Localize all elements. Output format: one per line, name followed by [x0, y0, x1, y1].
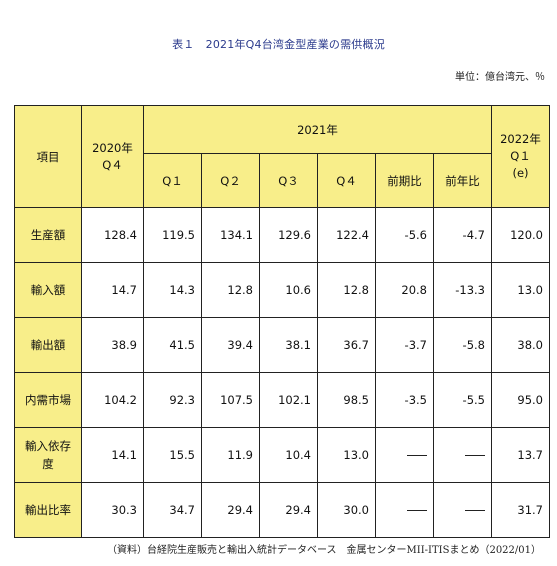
table-cell: 104.2: [81, 372, 144, 428]
header-col-1: Q２: [201, 153, 260, 208]
table-cell: 92.3: [143, 372, 202, 428]
table-cell: 12.8: [201, 262, 260, 318]
table-cell: 14.7: [81, 262, 144, 318]
table-cell: [433, 427, 492, 483]
table-cell: 31.7: [491, 482, 550, 538]
table-cell: 38.1: [259, 317, 318, 373]
table-cell: 38.0: [491, 317, 550, 373]
table-cell: 29.4: [259, 482, 318, 538]
row-label: 内需市場: [14, 372, 82, 428]
table-cell: 95.0: [491, 372, 550, 428]
table-cell: 39.4: [201, 317, 260, 373]
header-col-3: Q４: [317, 153, 376, 208]
table-cell: 30.0: [317, 482, 376, 538]
table-cell: 102.1: [259, 372, 318, 428]
table-cell: 30.3: [81, 482, 144, 538]
row-label: 輸入額: [14, 262, 82, 318]
table-title: 表１ 2021年Q4台湾金型産業の需供概況: [172, 38, 385, 51]
dash-mark: [407, 510, 427, 511]
table-cell: -5.6: [375, 207, 434, 263]
header-col-4: 前期比: [375, 153, 434, 208]
table-cell: [375, 427, 434, 483]
header-col-0: Q１: [143, 153, 202, 208]
table-cell: 129.6: [259, 207, 318, 263]
dash-mark: [465, 510, 485, 511]
table-cell: -5.8: [433, 317, 492, 373]
table-cell: 36.7: [317, 317, 376, 373]
row-label: 輸入依存度: [14, 427, 82, 483]
table-cell: 14.3: [143, 262, 202, 318]
table-cell: 119.5: [143, 207, 202, 263]
table-cell: -3.7: [375, 317, 434, 373]
table-row: 生産額 128.4 119.5 134.1 129.6 122.4 -5.6 -4.7 120.…: [14, 207, 550, 263]
table-row: 輸入依存度 14.1 15.5 11.9 10.4 13.0 13.7: [14, 427, 550, 483]
table-cell: 38.9: [81, 317, 144, 373]
table-cell: [433, 482, 492, 538]
table-cell: -3.5: [375, 372, 434, 428]
row-label: 生産額: [14, 207, 82, 263]
table-cell: 11.9: [201, 427, 260, 483]
table-cell: 13.7: [491, 427, 550, 483]
table-cell: 15.5: [143, 427, 202, 483]
table-cell: 13.0: [317, 427, 376, 483]
header-col-2: Q３: [259, 153, 318, 208]
table-cell: 34.7: [143, 482, 202, 538]
table-cell: 10.4: [259, 427, 318, 483]
row-label: 輸出比率: [14, 482, 82, 538]
table-cell: 41.5: [143, 317, 202, 373]
table-cell: 14.1: [81, 427, 144, 483]
header-2020-q4: 2020年 Q４: [81, 105, 144, 208]
source-note: （資料）台経院生産販売と輸出入統計データベース 金属センターMII-ITISまと…: [107, 545, 541, 556]
table-cell: 128.4: [81, 207, 144, 263]
table-row: 輸入額 14.7 14.3 12.8 10.6 12.8 20.8 -13.3 13.0: [14, 262, 550, 318]
table-cell: 20.8: [375, 262, 434, 318]
supply-demand-table: 項目 2020年 Q４ 2021年 2022年 Q１ (e) Q１ Q２ Q３ Q４ 前期比前…: [14, 105, 550, 538]
header-col-5: 前年比: [433, 153, 492, 208]
header-2021: 2021年: [143, 105, 492, 154]
header-2022-q1: 2022年 Q１ (e): [491, 105, 550, 208]
table-cell: 29.4: [201, 482, 260, 538]
table-cell: 107.5: [201, 372, 260, 428]
unit-label: 単位：億台湾元、％: [455, 72, 545, 83]
row-label: 輸出額: [14, 317, 82, 373]
table-cell: 120.0: [491, 207, 550, 263]
table-cell: -4.7: [433, 207, 492, 263]
table-cell: [375, 482, 434, 538]
table-cell: 122.4: [317, 207, 376, 263]
table-cell: -13.3: [433, 262, 492, 318]
table-row: 輸出額 38.9 41.5 39.4 38.1 36.7 -3.7 -5.8 38.0: [14, 317, 550, 373]
dash-mark: [465, 455, 485, 456]
table-cell: 10.6: [259, 262, 318, 318]
table-row: 輸出比率 30.3 34.7 29.4 29.4 30.0 31.7: [14, 482, 550, 538]
header-item: 項目: [14, 105, 82, 208]
table-row: 内需市場 104.2 92.3 107.5 102.1 98.5 -3.5 -5.5 95.0: [14, 372, 550, 428]
dash-mark: [407, 455, 427, 456]
table-cell: 12.8: [317, 262, 376, 318]
table-cell: 134.1: [201, 207, 260, 263]
table-cell: 98.5: [317, 372, 376, 428]
table-cell: 13.0: [491, 262, 550, 318]
table-cell: -5.5: [433, 372, 492, 428]
